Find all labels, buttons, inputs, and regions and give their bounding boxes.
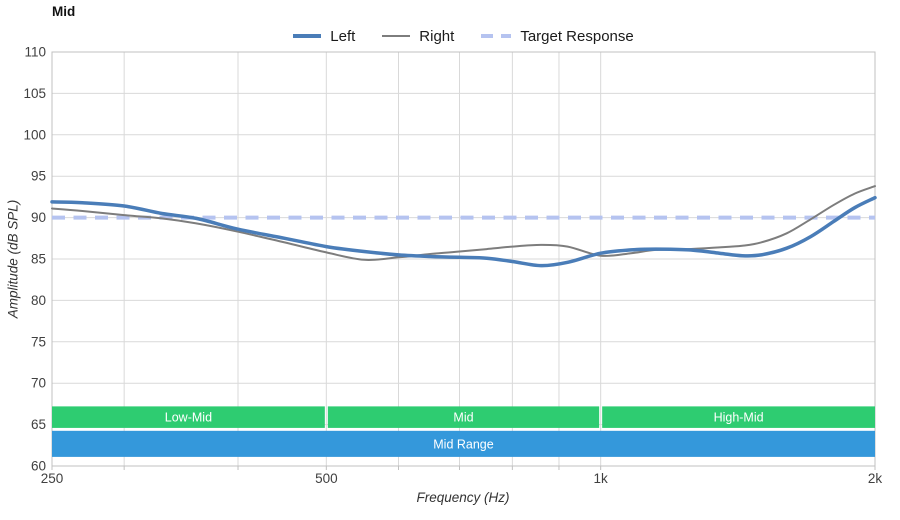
- y-tick-label: 60: [31, 459, 46, 474]
- range-band-mid-range: [52, 430, 875, 457]
- y-tick-label: 65: [31, 417, 46, 432]
- range-band-low-mid: [52, 406, 325, 428]
- y-tick-label: 105: [23, 86, 46, 101]
- y-tick-label: 85: [31, 252, 46, 267]
- y-tick-label: 95: [31, 169, 46, 184]
- legend-item-left[interactable]: Left: [293, 28, 355, 45]
- series-line-right: [51, 185, 876, 261]
- left-line-swatch: [293, 34, 322, 38]
- legend-label-target-response: Target Response: [520, 27, 634, 45]
- band-label: High-Mid: [714, 411, 764, 425]
- y-tick-label: 80: [31, 293, 46, 308]
- y-tick-label: 70: [31, 376, 46, 391]
- x-tick-label: 500: [315, 471, 338, 486]
- x-tick-label: 1k: [594, 471, 609, 486]
- plot-border: [51, 51, 876, 467]
- legend: Left Right Target Response: [52, 26, 875, 46]
- legend-label-left: Left: [330, 27, 356, 45]
- y-axis-title: Amplitude (dB SPL): [5, 199, 21, 319]
- band-label: Low-Mid: [165, 411, 212, 425]
- x-axis-title: Frequency (Hz): [416, 490, 510, 505]
- band-label: Mid: [453, 411, 473, 425]
- target-response-line-swatch: [481, 34, 512, 38]
- range-band-high-mid: [602, 406, 875, 428]
- band-label: Mid Range: [433, 437, 493, 451]
- legend-item-target-response[interactable]: Target Response: [481, 27, 634, 45]
- series-line-left: [50, 195, 877, 268]
- x-tick-label: 2k: [868, 471, 883, 486]
- x-tick-label: 250: [41, 471, 64, 486]
- y-tick-label: 75: [31, 334, 46, 349]
- y-tick-label: 100: [23, 127, 46, 142]
- legend-label-right: Right: [419, 27, 455, 45]
- chart-title: Mid: [52, 4, 76, 19]
- range-band-mid: [327, 406, 600, 428]
- legend-item-right[interactable]: Right: [382, 28, 454, 45]
- y-tick-label: 110: [24, 45, 46, 60]
- right-line-swatch: [382, 35, 411, 37]
- y-tick-label: 90: [31, 210, 46, 225]
